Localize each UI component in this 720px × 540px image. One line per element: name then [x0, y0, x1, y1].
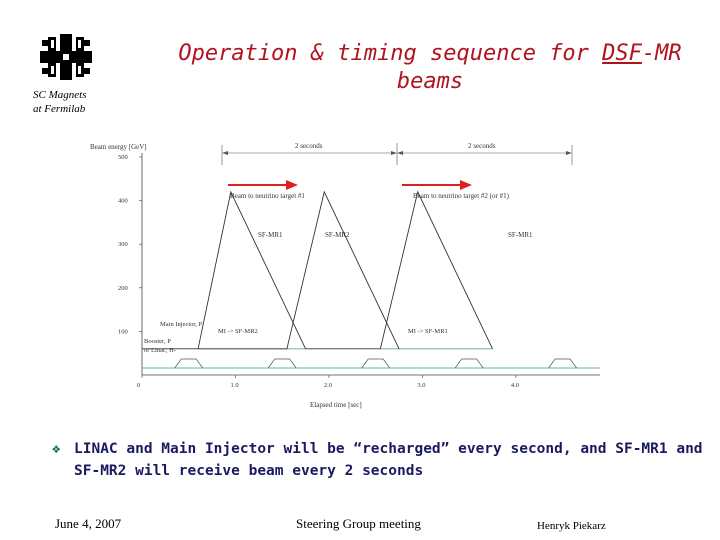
title-part-c: -MR [641, 41, 682, 66]
x-tick-label: 4.0 [511, 382, 519, 389]
beam-label-2: Beam to neutrino target #2 (or #1) [413, 192, 510, 200]
timing-chart: Beam energy [GeV] Elapsed time [sec] 100… [90, 142, 600, 409]
period-arrowhead-1b [391, 151, 397, 155]
label-transfer-1: MI -> SF-MR2 [218, 328, 258, 335]
booster-cycle [267, 358, 297, 369]
label-transfer-2: MI -> SF-MR1 [408, 328, 448, 335]
beam-arrowhead-1 [286, 180, 298, 190]
label-sfmr1-b: SF-MR1 [508, 231, 533, 239]
bullet-icon: ❖ [52, 441, 61, 457]
x-tick-label: 1.0 [230, 382, 238, 389]
label-sfmr1-a: SF-MR1 [258, 231, 283, 239]
title-line-2: beams [396, 69, 464, 94]
beam-label-1: Beam to neutrino target #1 [230, 192, 305, 200]
period-arrowhead-2b [566, 151, 572, 155]
series-line-sf-mr1 [197, 190, 493, 350]
x-tick-label: 0 [137, 382, 140, 389]
series-line-sf-mr2 [142, 190, 400, 350]
period-arrowhead-2a [397, 151, 403, 155]
footer-meeting: Steering Group meeting [296, 516, 421, 531]
booster-cycle [174, 358, 204, 369]
bullet-text: LINAC and Main Injector will be “recharg… [74, 441, 703, 479]
y-tick-label: 400 [118, 198, 128, 205]
label-sfmr2: SF-MR2 [325, 231, 350, 239]
period-label-2: 2 seconds [468, 142, 496, 150]
label-booster-2: or Linac, H- [144, 347, 176, 354]
y-tick-label: 300 [118, 241, 128, 248]
x-tick-label: 2.0 [324, 382, 332, 389]
title-part-b: DSF [602, 41, 642, 66]
footer-date: June 4, 2007 [55, 516, 122, 531]
organization-label: SC Magnets at Fermilab [33, 88, 113, 116]
title-part-a: Operation & timing sequence for [178, 41, 603, 66]
y-tick-label: 200 [118, 285, 128, 292]
booster-cycle [548, 358, 577, 369]
y-axis-label: Beam energy [GeV] [90, 143, 147, 151]
beam-arrowhead-2 [460, 180, 472, 190]
footer-author: Henryk Piekarz [537, 520, 606, 532]
x-tick-label: 3.0 [417, 382, 425, 389]
period-arrowhead-1a [222, 151, 228, 155]
x-axis-label: Elapsed time [sec] [310, 401, 362, 409]
period-label-1: 2 seconds [295, 142, 323, 150]
organization-line-1: SC Magnets [33, 89, 87, 101]
organization-line-2: at Fermilab [33, 103, 86, 115]
fermilab-logo-icon [40, 34, 92, 80]
y-tick-label: 500 [118, 154, 128, 161]
label-booster-1: Booster, P [144, 338, 171, 345]
bullet-point: ❖ LINAC and Main Injector will be “recha… [52, 438, 712, 482]
y-tick-label: 100 [118, 328, 128, 335]
booster-cycle [361, 358, 390, 369]
slide-title: Operation & timing sequence for DSF-MR b… [160, 40, 700, 96]
label-main-injector: Main Injector, P [160, 321, 203, 328]
booster-cycle [454, 358, 484, 369]
